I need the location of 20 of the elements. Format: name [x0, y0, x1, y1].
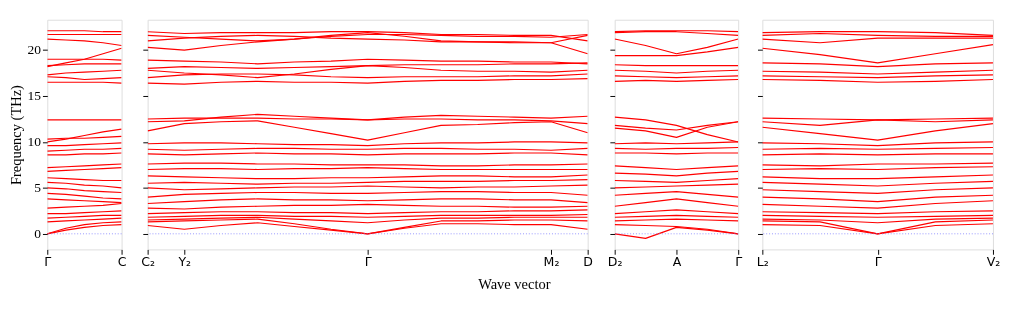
- x-tick-label: A: [672, 254, 682, 270]
- y-tick-label: 20: [27, 42, 42, 58]
- x-tick-label: Γ: [874, 254, 882, 270]
- x-tick-label: V₂: [986, 254, 1001, 270]
- x-tick-label: C: [117, 254, 127, 270]
- x-tick-label: L₂: [756, 254, 769, 270]
- x-tick-label: Γ: [364, 254, 372, 270]
- x-tick-label: D₂: [607, 254, 623, 270]
- x-tick-label: C₂: [141, 254, 156, 270]
- y-tick-label: 15: [27, 88, 42, 104]
- x-tick-label: Γ: [735, 254, 743, 270]
- y-axis-title: Frequency (THz): [7, 84, 25, 186]
- x-tick-label: Y₂: [177, 254, 192, 270]
- y-tick-label: 10: [27, 134, 42, 150]
- y-tick-label: 0: [34, 226, 42, 242]
- x-tick-label: D: [583, 254, 593, 270]
- x-tick-label: Γ: [44, 254, 52, 270]
- y-tick-label: 5: [34, 180, 42, 196]
- x-axis-title: Wave vector: [478, 275, 551, 292]
- x-tick-label: M₂: [543, 254, 560, 270]
